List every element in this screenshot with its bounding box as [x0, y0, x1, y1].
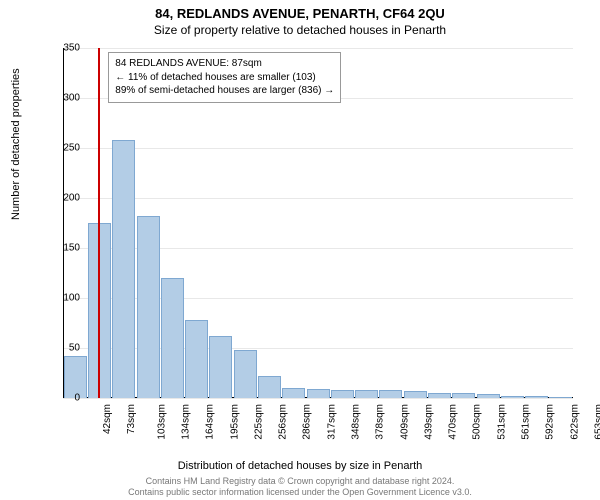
bar — [307, 389, 330, 398]
gridline — [63, 148, 573, 149]
bar — [258, 376, 281, 398]
bar — [404, 391, 427, 398]
x-tick-label: 103sqm — [156, 404, 167, 440]
x-tick-label: 286sqm — [302, 404, 313, 440]
y-tick-label: 250 — [50, 143, 80, 154]
gridline — [63, 48, 573, 49]
y-axis-label: Number of detached properties — [10, 68, 22, 220]
x-tick-label: 73sqm — [126, 404, 137, 434]
x-tick-label: 42sqm — [102, 404, 113, 434]
bar — [161, 278, 184, 398]
annotation-box: 84 REDLANDS AVENUE: 87sqm← 11% of detach… — [108, 52, 341, 103]
bar — [331, 390, 354, 398]
x-tick-label: 500sqm — [472, 404, 483, 440]
annotation-line1: 84 REDLANDS AVENUE: 87sqm — [115, 57, 334, 71]
y-tick-label: 50 — [50, 343, 80, 354]
annotation-line2: ← 11% of detached houses are smaller (10… — [115, 71, 334, 85]
bar — [549, 397, 572, 398]
bar — [137, 216, 160, 398]
x-tick-label: 348sqm — [351, 404, 362, 440]
bar — [209, 336, 232, 398]
y-tick-label: 200 — [50, 193, 80, 204]
x-tick-label: 439sqm — [423, 404, 434, 440]
bar — [282, 388, 305, 398]
bar — [355, 390, 378, 398]
gridline — [63, 198, 573, 199]
x-axis-label: Distribution of detached houses by size … — [0, 460, 600, 472]
chart-title: 84, REDLANDS AVENUE, PENARTH, CF64 2QU — [0, 0, 600, 21]
x-tick-label: 592sqm — [545, 404, 556, 440]
bar — [379, 390, 402, 398]
x-tick-label: 653sqm — [593, 404, 600, 440]
y-tick-label: 0 — [50, 393, 80, 404]
x-tick-label: 378sqm — [375, 404, 386, 440]
bar — [112, 140, 135, 398]
x-tick-label: 256sqm — [278, 404, 289, 440]
bar — [452, 393, 475, 398]
x-tick-label: 561sqm — [521, 404, 532, 440]
x-tick-label: 531sqm — [496, 404, 507, 440]
marker-line — [98, 48, 100, 398]
gridline — [63, 398, 573, 399]
x-tick-label: 225sqm — [253, 404, 264, 440]
x-tick-label: 622sqm — [569, 404, 580, 440]
footer-line-1: Contains HM Land Registry data © Crown c… — [0, 476, 600, 487]
chart-subtitle: Size of property relative to detached ho… — [0, 21, 600, 41]
x-tick-label: 134sqm — [181, 404, 192, 440]
x-tick-label: 164sqm — [205, 404, 216, 440]
y-tick-label: 100 — [50, 293, 80, 304]
bar — [234, 350, 257, 398]
footer-line-2: Contains public sector information licen… — [0, 487, 600, 498]
footer-attribution: Contains HM Land Registry data © Crown c… — [0, 476, 600, 499]
x-tick-label: 195sqm — [229, 404, 240, 440]
y-tick-label: 300 — [50, 93, 80, 104]
y-tick-label: 350 — [50, 43, 80, 54]
chart-plot-area: 84 REDLANDS AVENUE: 87sqm← 11% of detach… — [63, 48, 573, 398]
bar — [477, 394, 500, 398]
y-tick-label: 150 — [50, 243, 80, 254]
bar — [501, 396, 524, 398]
x-tick-label: 470sqm — [448, 404, 459, 440]
x-tick-label: 317sqm — [326, 404, 337, 440]
bar — [428, 393, 451, 398]
bar — [525, 396, 548, 398]
bar — [185, 320, 208, 398]
x-tick-label: 409sqm — [399, 404, 410, 440]
annotation-line3: 89% of semi-detached houses are larger (… — [115, 84, 334, 98]
